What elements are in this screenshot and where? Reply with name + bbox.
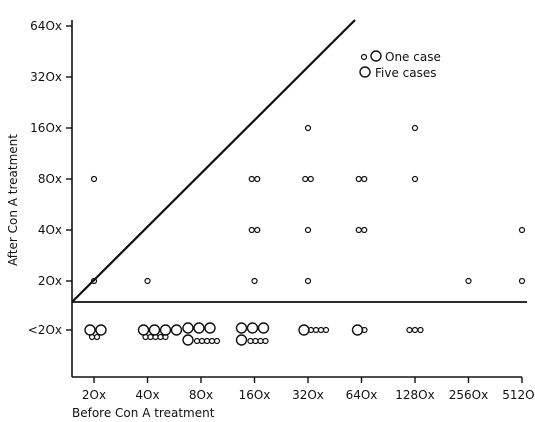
data-point-small [248,175,255,183]
x-tick-label: 128Ox [395,388,434,402]
data-point-large [95,324,107,336]
data-point-small [518,226,526,234]
data-point-small [411,175,419,183]
data-point-small [518,277,526,285]
data-point-small [254,226,261,234]
data-point-small [203,337,211,345]
data-point-large [182,322,194,334]
data-point-small [251,277,258,285]
x-tick-label: 512Ox [502,388,535,402]
ticks: 2Ox 4Ox 8Ox 16Ox 32Ox 64Ox 128Ox 256Ox 512Ox <2Ox… [28,19,535,402]
data-point-small [411,124,419,132]
data-point-small [361,226,368,234]
data-point-small [90,277,98,285]
data-point-small [144,277,151,285]
data-point-large [137,324,150,336]
x-tick-label: 64Ox [346,388,378,402]
data-point-large [257,322,270,334]
data-point-large [182,334,194,346]
x-tick-label: 2Ox [82,388,106,402]
axes [71,19,527,378]
data-point-small [355,175,362,183]
data-point-small [248,226,255,234]
data-point-small [302,175,309,183]
data-point-small [208,337,216,345]
data-point-small [90,175,98,183]
y-axis-label: After Con A treatment [6,134,20,266]
data-point-small [254,175,261,183]
x-tick-label: 32Ox [292,388,324,402]
data-point-large [246,322,259,334]
data-point-large [170,324,183,336]
data-point-large [235,334,248,346]
data-point-small [162,333,169,341]
legend-large-circle-icon [359,66,371,78]
y-tick-label: 64Ox [30,19,62,33]
y-tick-label: 32Ox [30,70,62,84]
data-point-large [204,322,216,334]
legend-five-cases: Five cases [375,66,437,80]
data-point-small [257,337,264,345]
data-point-large [193,322,205,334]
data-point-small [93,333,101,341]
data-point-small [247,337,254,345]
data-point-large [351,324,364,336]
data-point-small [465,277,472,285]
legend-small-circle-icon [360,53,368,61]
x-tick-label: 8Ox [189,388,213,402]
data-point-small [193,337,201,345]
data-point-small [198,337,206,345]
data-point-small [213,337,221,345]
y-tick-label: 4Ox [38,223,62,237]
data-point-small [307,175,314,183]
data-point-small [147,333,154,341]
legend: One case Five cases [359,50,441,80]
data-point-small [355,226,362,234]
y-tick-label: <2Ox [28,323,62,337]
data-point-small [322,326,330,334]
data-point-large [298,324,310,336]
data-point-small [312,326,320,334]
x-tick-label: 16Ox [239,388,271,402]
data-point-small [411,326,419,334]
data-point-small [317,326,325,334]
x-tick-label: 256Ox [449,388,488,402]
data-point-large [84,324,96,336]
data-point-small [406,326,413,334]
data-point-small [262,337,269,345]
y-tick-label: 2Ox [38,274,62,288]
data-point-small [304,277,312,285]
x-axis-label: Before Con A treatment [72,406,215,420]
y-tick-label: 16Ox [30,121,62,135]
data-point-large [235,322,248,334]
data-point-small [417,326,424,334]
data-point-small [157,333,164,341]
data-points [84,124,526,346]
identity-line [71,19,356,303]
data-point-small [361,175,368,183]
legend-large-circle-icon [370,50,382,62]
data-point-small [304,124,312,132]
x-tick-label: 4Ox [135,388,159,402]
data-point-small [252,337,259,345]
legend-one-case: One case [385,50,441,64]
data-point-small [304,226,312,234]
data-point-large [159,324,172,336]
data-point-large [148,324,161,336]
y-tick-label: 8Ox [38,172,62,186]
data-point-small [361,326,368,334]
